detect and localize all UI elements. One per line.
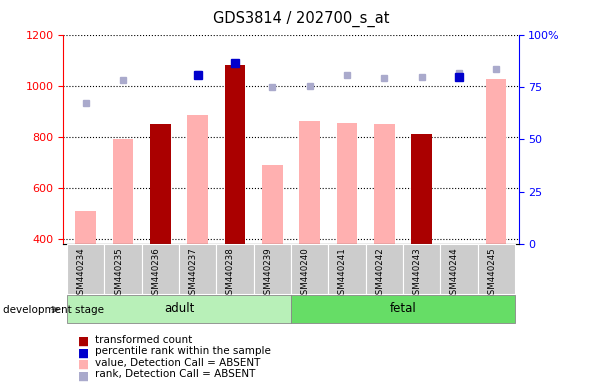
Bar [262,165,283,341]
Bar [67,244,104,294]
Bar [104,244,142,294]
Text: percentile rank within the sample: percentile rank within the sample [95,346,271,356]
Bar [328,244,365,294]
Text: GSM440237: GSM440237 [189,247,198,300]
Bar [336,122,357,341]
Bar [403,244,440,294]
Text: GSM440243: GSM440243 [412,247,421,300]
Bar [142,244,179,294]
Text: development stage: development stage [3,305,104,314]
Bar [216,244,254,294]
Text: GSM440242: GSM440242 [375,247,384,300]
Text: fetal: fetal [390,302,416,315]
Text: GSM440245: GSM440245 [487,247,496,300]
Text: ■: ■ [78,335,89,348]
Bar [299,121,320,341]
Bar [486,79,507,341]
Text: adult: adult [164,302,194,315]
Text: rank, Detection Call = ABSENT: rank, Detection Call = ABSENT [95,369,256,379]
Bar [179,244,216,294]
Bar [478,244,515,294]
Text: GSM440241: GSM440241 [338,247,347,300]
Text: ■: ■ [78,358,89,371]
Bar [254,244,291,294]
Bar [365,244,403,294]
Bar [411,134,432,341]
Bar [291,295,515,323]
Text: GDS3814 / 202700_s_at: GDS3814 / 202700_s_at [213,11,390,27]
Text: ■: ■ [78,346,89,359]
Text: GSM440240: GSM440240 [301,247,309,300]
Text: GSM440239: GSM440239 [264,247,273,300]
Bar [75,211,96,341]
Text: value, Detection Call = ABSENT: value, Detection Call = ABSENT [95,358,260,368]
Bar [113,139,133,341]
Bar [225,65,245,341]
Bar [67,295,291,323]
Text: GSM440236: GSM440236 [151,247,160,300]
Bar [150,124,171,341]
Bar [440,244,478,294]
Bar [374,124,394,341]
Text: transformed count: transformed count [95,335,192,345]
Bar [291,244,328,294]
Text: GSM440234: GSM440234 [77,247,86,300]
Text: ■: ■ [78,369,89,382]
Text: GSM440244: GSM440244 [450,247,459,300]
Text: GSM440238: GSM440238 [226,247,235,300]
Text: GSM440235: GSM440235 [114,247,123,300]
Bar [188,115,208,341]
